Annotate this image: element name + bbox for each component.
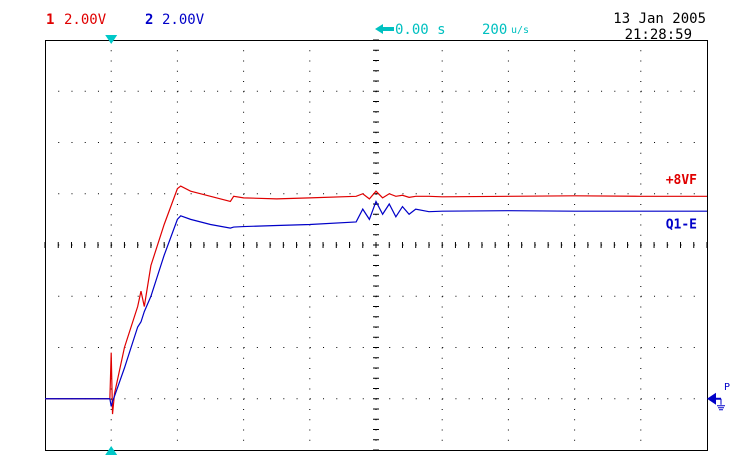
- time: 21:28:59: [625, 27, 692, 43]
- channel-1-scale: 2.00V: [64, 12, 107, 28]
- trigger-marker: [105, 446, 118, 455]
- ground-marker: [707, 392, 716, 405]
- trace-label: Q1-E: [666, 218, 697, 233]
- time-offset: 0.00 s: [395, 22, 446, 38]
- date: 13 Jan 2005: [613, 11, 706, 27]
- traces: [45, 185, 707, 415]
- trigger-marker: [105, 35, 118, 44]
- grid: [44, 39, 708, 451]
- time-offset-arrow: [375, 24, 394, 34]
- channel-1-number: 1: [46, 12, 54, 28]
- channel-2-scale: 2.00V: [162, 12, 205, 28]
- trace: [45, 185, 707, 415]
- timebase-unit: u/s: [511, 25, 529, 36]
- timebase-value: 200: [482, 22, 507, 38]
- ground-marker-label: P: [724, 382, 730, 393]
- trace: [45, 199, 707, 407]
- trace-label: +8VF: [666, 173, 697, 188]
- channel-2-number: 2: [145, 12, 153, 28]
